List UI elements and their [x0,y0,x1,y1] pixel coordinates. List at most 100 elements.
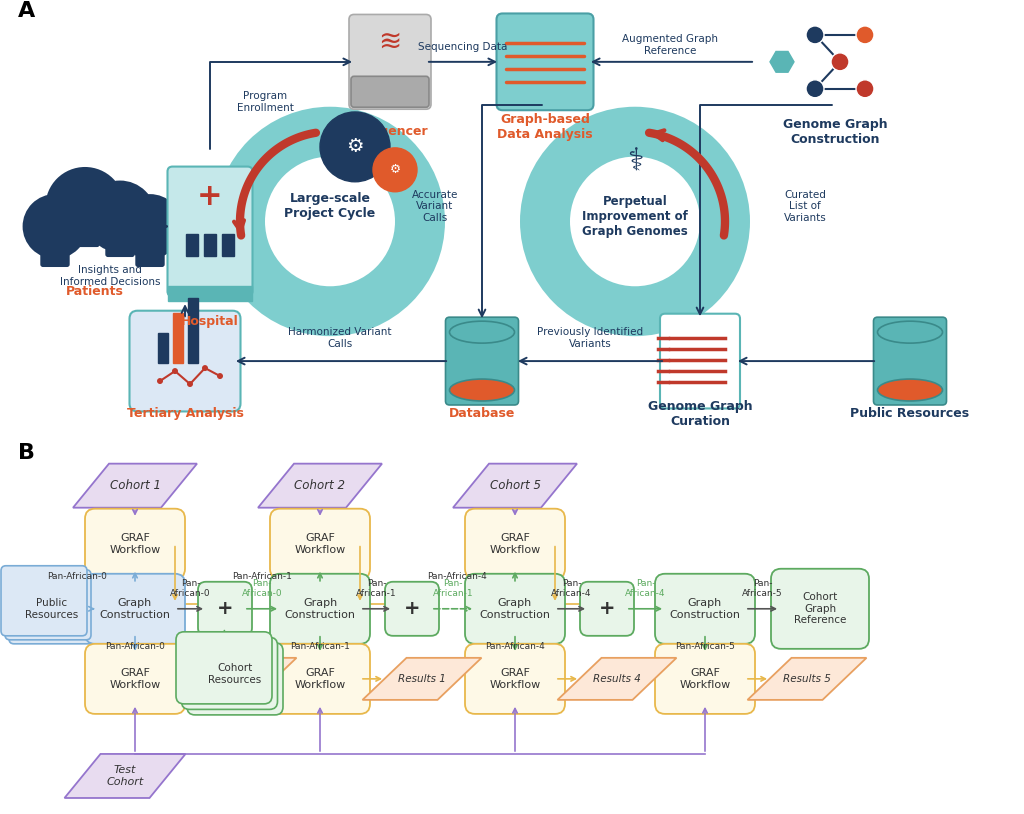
Text: Graph
Construction: Graph Construction [285,598,355,619]
Text: GRAF
Workflow: GRAF Workflow [110,668,161,689]
FancyBboxPatch shape [85,574,185,644]
Text: Patients: Patients [67,285,124,298]
Circle shape [157,378,163,384]
FancyBboxPatch shape [5,570,91,640]
Text: Augmented Graph
Reference: Augmented Graph Reference [622,34,718,55]
FancyBboxPatch shape [270,574,370,644]
Circle shape [806,26,824,44]
Circle shape [520,107,750,336]
Text: Database: Database [449,408,515,421]
Polygon shape [177,658,297,700]
Text: GRAF
Workflow: GRAF Workflow [679,668,731,689]
Text: Pan-African-1: Pan-African-1 [290,642,350,651]
FancyBboxPatch shape [181,637,278,709]
Polygon shape [557,658,677,700]
Circle shape [856,80,874,98]
FancyBboxPatch shape [771,569,869,649]
Text: Graph-based
Data Analysis: Graph-based Data Analysis [498,112,593,141]
Text: GRAF
Workflow: GRAF Workflow [110,533,161,554]
Text: Pan-African-5: Pan-African-5 [675,642,735,651]
Text: Graph
Construction: Graph Construction [670,598,740,619]
FancyBboxPatch shape [85,509,185,579]
Polygon shape [770,51,794,72]
Ellipse shape [450,322,514,344]
FancyBboxPatch shape [580,582,634,636]
Text: Cohort
Resources: Cohort Resources [208,663,261,685]
Text: Sequencer: Sequencer [352,125,427,138]
FancyBboxPatch shape [351,77,429,107]
Text: B: B [18,443,35,462]
Text: +: + [599,599,615,619]
Text: Pan-African-0: Pan-African-0 [105,642,165,651]
Text: Large-scale
Project Cycle: Large-scale Project Cycle [285,192,376,221]
Circle shape [23,194,87,259]
Text: Genome Graph
Construction: Genome Graph Construction [782,118,888,146]
Text: Pan-
African-4: Pan- African-4 [551,579,592,598]
FancyBboxPatch shape [497,14,594,110]
Circle shape [45,167,125,246]
Text: GRAF
Workflow: GRAF Workflow [294,668,346,689]
Text: Pan-
African-0: Pan- African-0 [170,579,211,598]
Polygon shape [73,464,197,508]
Text: ⚙: ⚙ [346,138,364,156]
Text: Results 5: Results 5 [783,674,830,684]
Text: +: + [198,182,223,211]
Circle shape [319,112,390,182]
FancyBboxPatch shape [222,234,234,256]
Text: Curated
List of
Variants: Curated List of Variants [783,190,826,223]
FancyBboxPatch shape [71,208,99,247]
Text: +: + [403,599,420,619]
FancyBboxPatch shape [106,217,134,256]
Text: Insights and
Informed Decisions: Insights and Informed Decisions [59,265,160,287]
Text: Pan-
African-5: Pan- African-5 [742,579,782,598]
FancyBboxPatch shape [187,643,283,715]
FancyBboxPatch shape [168,167,253,296]
FancyBboxPatch shape [655,644,755,714]
FancyBboxPatch shape [1,566,87,636]
Circle shape [856,26,874,44]
Text: Graph
Construction: Graph Construction [99,598,171,619]
FancyBboxPatch shape [9,574,95,644]
Circle shape [118,194,182,259]
Circle shape [172,368,178,374]
Polygon shape [748,658,866,700]
FancyBboxPatch shape [445,317,518,405]
Text: Perpetual
Improvement of
Graph Genomes: Perpetual Improvement of Graph Genomes [582,195,688,238]
Circle shape [806,80,824,98]
Circle shape [84,181,156,252]
Text: ⚕: ⚕ [627,147,643,176]
Text: Pan-African-4: Pan-African-4 [485,642,545,651]
Text: Cohort 5: Cohort 5 [489,479,541,492]
Circle shape [831,53,849,71]
Text: Pan-
African-1: Pan- African-1 [433,579,473,598]
Text: Public Resources: Public Resources [851,408,970,421]
Circle shape [202,365,208,371]
Circle shape [373,148,417,192]
Circle shape [570,156,700,287]
Text: Test
Cohort: Test Cohort [106,765,143,787]
Text: Results 4: Results 4 [593,674,641,684]
Text: Pan-
African-4: Pan- African-4 [626,579,666,598]
FancyBboxPatch shape [85,644,185,714]
Text: Cohort 2: Cohort 2 [295,479,345,492]
FancyBboxPatch shape [41,227,69,266]
Text: Accurate
Variant
Calls: Accurate Variant Calls [412,190,458,223]
FancyBboxPatch shape [270,509,370,579]
Text: Graph
Construction: Graph Construction [479,598,551,619]
FancyBboxPatch shape [655,574,755,644]
Text: Pan-African-1: Pan-African-1 [232,571,292,580]
Text: Hospital: Hospital [181,315,239,328]
Text: A: A [18,1,35,21]
Text: Cohort
Graph
Reference: Cohort Graph Reference [794,593,846,625]
Circle shape [217,373,223,379]
FancyBboxPatch shape [873,317,946,405]
Polygon shape [258,464,382,508]
Text: Pan-African-0: Pan-African-0 [47,571,106,580]
FancyBboxPatch shape [660,313,740,409]
FancyBboxPatch shape [385,582,439,636]
Ellipse shape [878,322,942,344]
FancyBboxPatch shape [188,298,198,363]
Text: Results 1: Results 1 [398,674,445,684]
Text: +: + [217,599,233,619]
Ellipse shape [450,379,514,401]
